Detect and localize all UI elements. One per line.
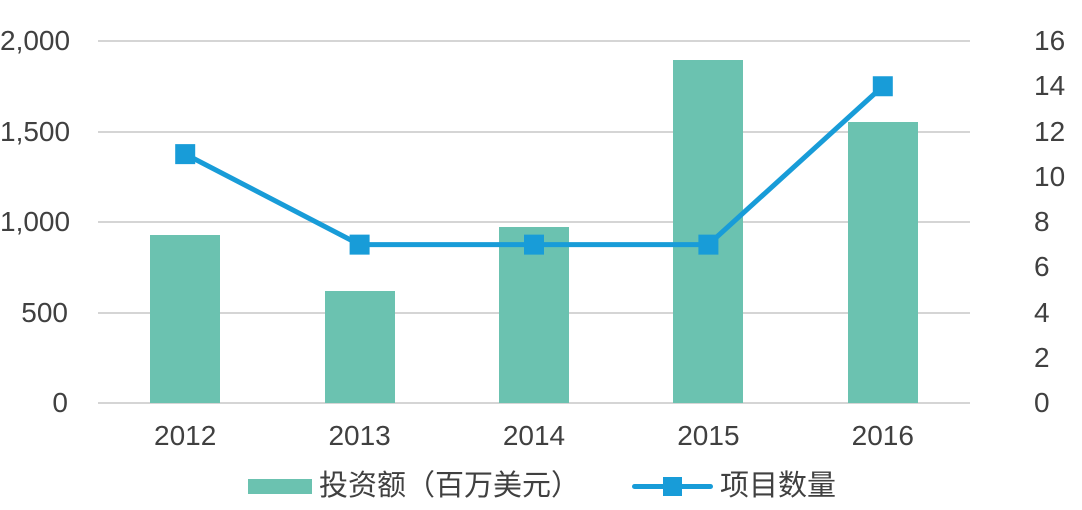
investment-bar (324, 290, 395, 403)
y-axis-left-tick-label: 0 (52, 387, 68, 418)
investment-bar (150, 234, 221, 403)
y-axis-left-tick-label: 500 (21, 296, 68, 328)
bar-series-swatch-icon (248, 478, 312, 494)
projects-line-marker (349, 234, 370, 255)
x-axis-tick-label: 2013 (328, 420, 391, 451)
line-series-swatch-icon (632, 476, 713, 496)
legend-label-investment: 投资额（百万美元） (319, 470, 581, 502)
y-axis-right-tick-label: 12 (1034, 115, 1066, 147)
legend-item-projects[interactable]: 项目数量 (632, 470, 836, 502)
x-axis-tick-label: 2014 (502, 420, 566, 451)
x-axis-tick-label: 2016 (851, 420, 914, 451)
legend: 投资额（百万美元） 项目数量 (0, 470, 1082, 504)
line-swatch-marker (663, 476, 682, 496)
y-axis-right-tick-label: 6 (1034, 251, 1050, 283)
y-axis-right-tick-label: 4 (1034, 296, 1050, 328)
projects-line-marker (175, 144, 196, 165)
investment-bar (847, 121, 918, 403)
grid-line (98, 40, 970, 42)
y-axis-right-tick-label: 8 (1034, 206, 1050, 237)
y-axis-right-tick-label: 0 (1034, 387, 1050, 418)
y-axis-left-tick-label: 1,500 (0, 115, 71, 147)
grid-line (98, 130, 970, 133)
y-axis-right-tick-label: 2 (1034, 341, 1050, 373)
x-axis-tick-label: 2015 (677, 420, 740, 451)
y-axis-right-tick-label: 16 (1034, 25, 1066, 56)
y-axis-left-tick-label: 2,000 (0, 25, 71, 56)
grid-line (98, 221, 970, 223)
y-axis-right-tick-label: 14 (1034, 70, 1066, 102)
projects-line-marker (872, 76, 893, 97)
y-axis-left-tick-label: 1,000 (0, 206, 71, 237)
y-axis-right-tick-label: 10 (1034, 160, 1066, 192)
investment-bar (499, 226, 569, 403)
x-axis-tick-label: 2012 (154, 420, 217, 451)
legend-item-investment[interactable]: 投资额（百万美元） (248, 470, 580, 502)
legend-label-projects: 项目数量 (720, 470, 837, 502)
grid-line (98, 402, 970, 404)
investment-bar (673, 60, 744, 403)
